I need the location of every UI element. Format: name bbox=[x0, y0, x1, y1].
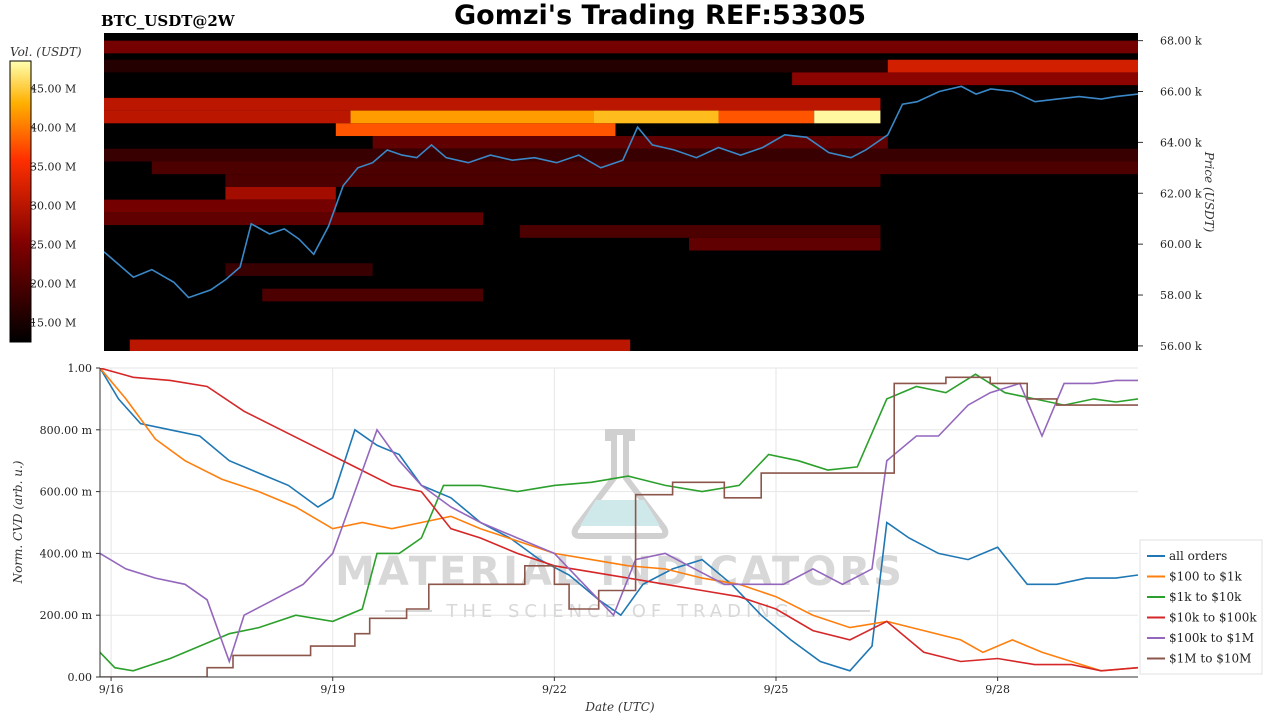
heatmap-band-22 bbox=[129, 339, 631, 351]
heatmap-band-15 bbox=[225, 186, 336, 200]
price-axis-label: Price (USDT) bbox=[1202, 151, 1216, 233]
heatmap-band-21 bbox=[262, 288, 484, 302]
colorbar-label: Vol. (USDT) bbox=[10, 45, 82, 59]
heatmap-band-8 bbox=[718, 110, 815, 124]
price-line bbox=[104, 85, 1138, 299]
heatmap-band-9 bbox=[814, 110, 881, 124]
price-tick-label: 56.00 k bbox=[1160, 340, 1202, 353]
cvd-series-line-5 bbox=[100, 376, 1138, 677]
cvd-series bbox=[100, 368, 1138, 677]
cvd-x-tick-label: 9/28 bbox=[985, 683, 1010, 696]
cvd-series-line-3 bbox=[100, 368, 1138, 672]
heatmap-bands bbox=[104, 40, 1138, 351]
flask-icon bbox=[571, 429, 669, 539]
cvd-series-line-0 bbox=[100, 368, 1138, 672]
cvd-x-tick-label: 9/22 bbox=[542, 683, 567, 696]
legend-box bbox=[1139, 539, 1263, 675]
legend-entry: $100 to $1k bbox=[1169, 570, 1242, 584]
legend-entry: $1M to $10M bbox=[1169, 652, 1251, 666]
price-tick-label: 68.00 k bbox=[1160, 35, 1202, 48]
cvd-y-axis-label: Norm. CVD (arb. u.) bbox=[11, 460, 25, 584]
cvd-x-axis-label: Date (UTC) bbox=[584, 700, 654, 714]
watermark-tagline: THE SCIENCE OF TRADING bbox=[445, 601, 793, 622]
colorbar-tick-label: 40.00 M bbox=[30, 121, 76, 134]
heatmap-band-18 bbox=[519, 225, 881, 238]
cvd-y-tick-label: 600.00 m bbox=[40, 486, 93, 499]
heatmap-band-1 bbox=[104, 59, 1138, 73]
cvd-series-line-1 bbox=[100, 368, 1138, 672]
chart-title: Gomzi's Trading REF:53305 bbox=[454, 0, 866, 31]
cvd-series-line-4 bbox=[100, 379, 1138, 664]
colorbar-tick-label: 15.00 M bbox=[30, 316, 76, 329]
heatmap-band-17 bbox=[104, 212, 484, 226]
heatmap-band-19 bbox=[689, 237, 881, 251]
cvd-y-tick-label: 0.00 bbox=[68, 671, 93, 684]
colorbar-ticks: 45.00 M 40.00 M 35.00 M 30.00 M 25.00 M 20.00… bbox=[30, 82, 76, 329]
heatmap-band-12 bbox=[104, 148, 1138, 162]
heatmap-band-13 bbox=[151, 161, 1138, 175]
colorbar-tick-label: 20.00 M bbox=[30, 277, 76, 290]
cvd-y-tick-label: 1.00 bbox=[68, 362, 93, 375]
price-tick-label: 66.00 k bbox=[1160, 86, 1202, 99]
legend-entry: $10k to $100k bbox=[1169, 611, 1257, 625]
colorbar-tick-label: 30.00 M bbox=[30, 199, 76, 212]
heatmap-band-6 bbox=[350, 110, 594, 124]
cvd-y-tick-label: 200.00 m bbox=[40, 609, 93, 622]
legend-entry: $1k to $10k bbox=[1169, 590, 1242, 604]
heatmap-band-2 bbox=[887, 59, 1138, 73]
price-tick-label: 60.00 k bbox=[1160, 238, 1202, 251]
cvd-y-tick-label: 400.00 m bbox=[40, 547, 93, 560]
heatmap-band-5 bbox=[104, 110, 351, 124]
heatmap-band-0 bbox=[104, 40, 1138, 54]
price-tick-label: 64.00 k bbox=[1160, 136, 1202, 149]
price-tick-label: 62.00 k bbox=[1160, 187, 1202, 200]
heatmap-band-4 bbox=[104, 97, 881, 111]
colorbar bbox=[9, 60, 32, 343]
legend-entry: all orders bbox=[1169, 549, 1227, 563]
heatmap-band-10 bbox=[335, 123, 616, 137]
heatmap-band-20 bbox=[225, 263, 373, 276]
legend: all orders $100 to $1k $1k to $10k $10k to … bbox=[1147, 549, 1257, 666]
heatmap-band-14 bbox=[225, 174, 881, 187]
legend-entry: $100k to $1M bbox=[1169, 631, 1254, 645]
heatmap-band-3 bbox=[792, 72, 1138, 86]
ticker-label: BTC_USDT@2W bbox=[101, 12, 236, 30]
cvd-x-tick-label: 9/16 bbox=[99, 683, 124, 696]
colorbar-tick-label: 25.00 M bbox=[30, 238, 76, 251]
cvd-x-tick-label: 9/19 bbox=[320, 683, 345, 696]
colorbar-tick-label: 45.00 M bbox=[30, 82, 76, 95]
heatmap-band-16 bbox=[104, 199, 336, 213]
heatmap-band-7 bbox=[593, 110, 719, 124]
cvd-x-tick-label: 9/25 bbox=[764, 683, 789, 696]
price-tick-label: 58.00 k bbox=[1160, 289, 1202, 302]
colorbar-tick-label: 35.00 M bbox=[30, 160, 76, 173]
cvd-x-ticks: 9/16 9/19 9/22 9/25 9/28 bbox=[99, 677, 1010, 696]
cvd-y-tick-label: 800.00 m bbox=[40, 424, 93, 437]
price-axis-ticks: 68.00 k 66.00 k 64.00 k 62.00 k 60.00 k 58.00… bbox=[1138, 35, 1202, 353]
cvd-y-ticks: 1.00 800.00 m 600.00 m 400.00 m 200.00 m 0.00 bbox=[40, 362, 100, 684]
